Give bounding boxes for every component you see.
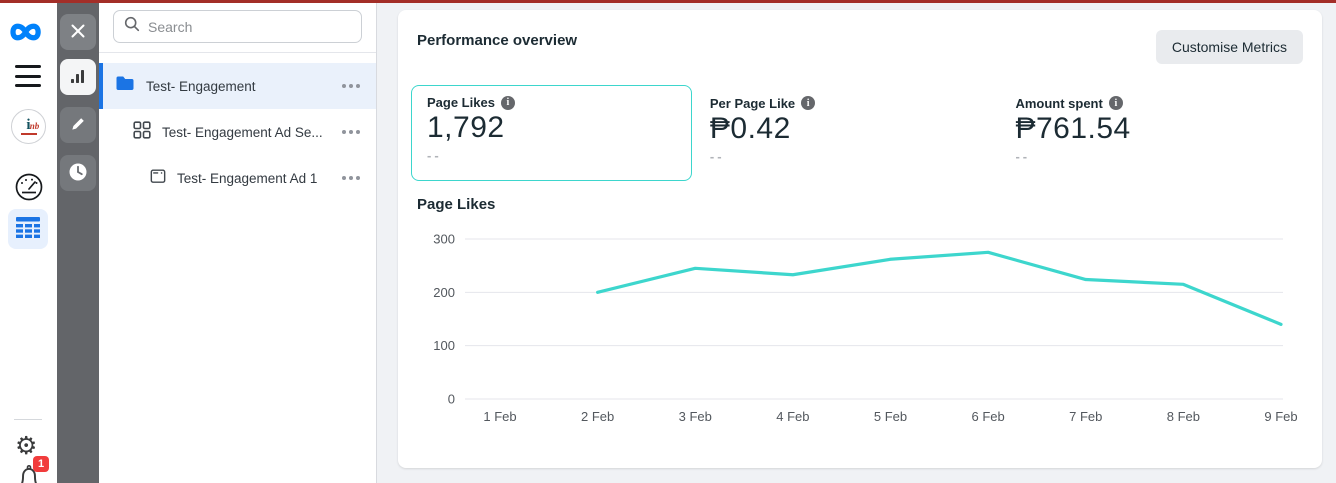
account-overview-gauge-icon[interactable] xyxy=(13,171,45,208)
panel-divider xyxy=(99,52,376,53)
notifications-bell-icon[interactable] xyxy=(16,463,42,483)
svg-text:100: 100 xyxy=(433,338,455,353)
metric-value: ₱761.54 xyxy=(1015,111,1131,145)
metric-amount-spent[interactable]: Amount spent i ₱761.54 -- xyxy=(1015,85,1303,164)
tree-item-label: Test- Engagement xyxy=(146,78,256,94)
tree-item-adset[interactable]: Test- Engagement Ad Se... xyxy=(99,109,376,155)
svg-text:200: 200 xyxy=(433,285,455,300)
tree-item-campaign[interactable]: Test- Engagement xyxy=(99,63,376,109)
chart-title: Page Likes xyxy=(417,196,496,213)
avatar-monogram: i xyxy=(26,117,31,133)
left-nav-rail: i nb ⚙ xyxy=(0,3,57,483)
history-tool-button[interactable] xyxy=(60,155,96,191)
metric-label: Amount spent xyxy=(1015,95,1103,111)
svg-text:4 Feb: 4 Feb xyxy=(776,409,809,424)
metric-value: 1,792 xyxy=(427,111,505,144)
rail-divider xyxy=(14,419,42,420)
svg-text:3 Feb: 3 Feb xyxy=(679,409,712,424)
metric-sub-value: -- xyxy=(709,148,725,164)
side-toolbar xyxy=(57,3,99,483)
meta-logo-icon[interactable] xyxy=(7,16,51,53)
svg-text:9 Feb: 9 Feb xyxy=(1264,409,1297,424)
page-likes-chart: 0 100 200 300 1 Feb 2 Feb 3 Feb 4 Feb 5 Feb 6 Feb… xyxy=(433,232,1297,425)
folder-icon xyxy=(115,75,135,97)
close-icon xyxy=(70,23,86,42)
svg-text:8 Feb: 8 Feb xyxy=(1167,409,1200,424)
tree-item-ad[interactable]: Test- Engagement Ad 1 xyxy=(99,155,376,201)
table-icon xyxy=(15,216,41,243)
svg-text:0: 0 xyxy=(448,392,455,407)
metric-label: Page Likes xyxy=(427,95,495,110)
bar-chart-icon xyxy=(69,67,87,88)
menu-hamburger-icon[interactable] xyxy=(15,65,41,87)
page-title: Performance overview xyxy=(417,32,578,49)
chart-container: 0 100 200 300 1 Feb 2 Feb 3 Feb 4 Feb 5 Feb 6 Feb… xyxy=(417,219,1303,436)
campaign-tree-panel: Test- Engagement Test- Engagement Ad Se.… xyxy=(99,3,377,483)
metric-sub-value: -- xyxy=(427,148,442,163)
edit-tool-button[interactable] xyxy=(60,107,96,143)
ad-card-icon xyxy=(150,168,166,189)
more-options-button[interactable] xyxy=(340,80,362,92)
info-icon[interactable]: i xyxy=(500,95,515,110)
svg-text:5 Feb: 5 Feb xyxy=(874,409,907,424)
performance-overview-card: Performance overview Customise Metrics P… xyxy=(398,10,1322,468)
top-accent-bar xyxy=(0,0,1336,3)
tree-item-label: Test- Engagement Ad 1 xyxy=(177,170,318,186)
profile-avatar[interactable]: i nb xyxy=(11,109,46,144)
metrics-row: Page Likes i 1,792 -- Per Page Like i ₱0… xyxy=(411,85,1303,181)
clock-icon xyxy=(68,162,88,185)
campaign-tree: Test- Engagement Test- Engagement Ad Se.… xyxy=(99,63,376,201)
adset-grid-icon xyxy=(133,120,151,144)
customise-metrics-button[interactable]: Customise Metrics xyxy=(1155,30,1303,64)
campaigns-table-nav-button[interactable] xyxy=(8,209,48,249)
search-icon xyxy=(124,16,140,37)
pencil-icon xyxy=(70,115,87,135)
svg-text:300: 300 xyxy=(433,232,455,247)
svg-text:7 Feb: 7 Feb xyxy=(1069,409,1102,424)
svg-text:1 Feb: 1 Feb xyxy=(483,409,516,424)
search-input[interactable] xyxy=(148,18,351,35)
tree-item-label: Test- Engagement Ad Se... xyxy=(162,124,323,140)
info-icon[interactable]: i xyxy=(801,96,816,110)
svg-text:2 Feb: 2 Feb xyxy=(581,409,614,424)
charts-tool-button[interactable] xyxy=(60,59,96,95)
close-button[interactable] xyxy=(60,14,96,50)
more-options-button[interactable] xyxy=(340,172,362,184)
metric-page-likes[interactable]: Page Likes i 1,792 -- xyxy=(411,85,692,181)
search-box[interactable] xyxy=(113,10,362,43)
more-options-button[interactable] xyxy=(340,126,362,138)
settings-gear-icon[interactable]: ⚙ xyxy=(15,431,38,460)
metric-sub-value: -- xyxy=(1015,148,1031,164)
info-icon[interactable]: i xyxy=(1108,96,1123,110)
metric-per-page-like[interactable]: Per Page Like i ₱0.42 -- xyxy=(710,85,998,164)
svg-text:6 Feb: 6 Feb xyxy=(972,409,1005,424)
notification-count-badge[interactable]: 1 xyxy=(33,456,49,472)
metric-value: ₱0.42 xyxy=(709,111,791,145)
metric-label: Per Page Like xyxy=(709,95,796,111)
